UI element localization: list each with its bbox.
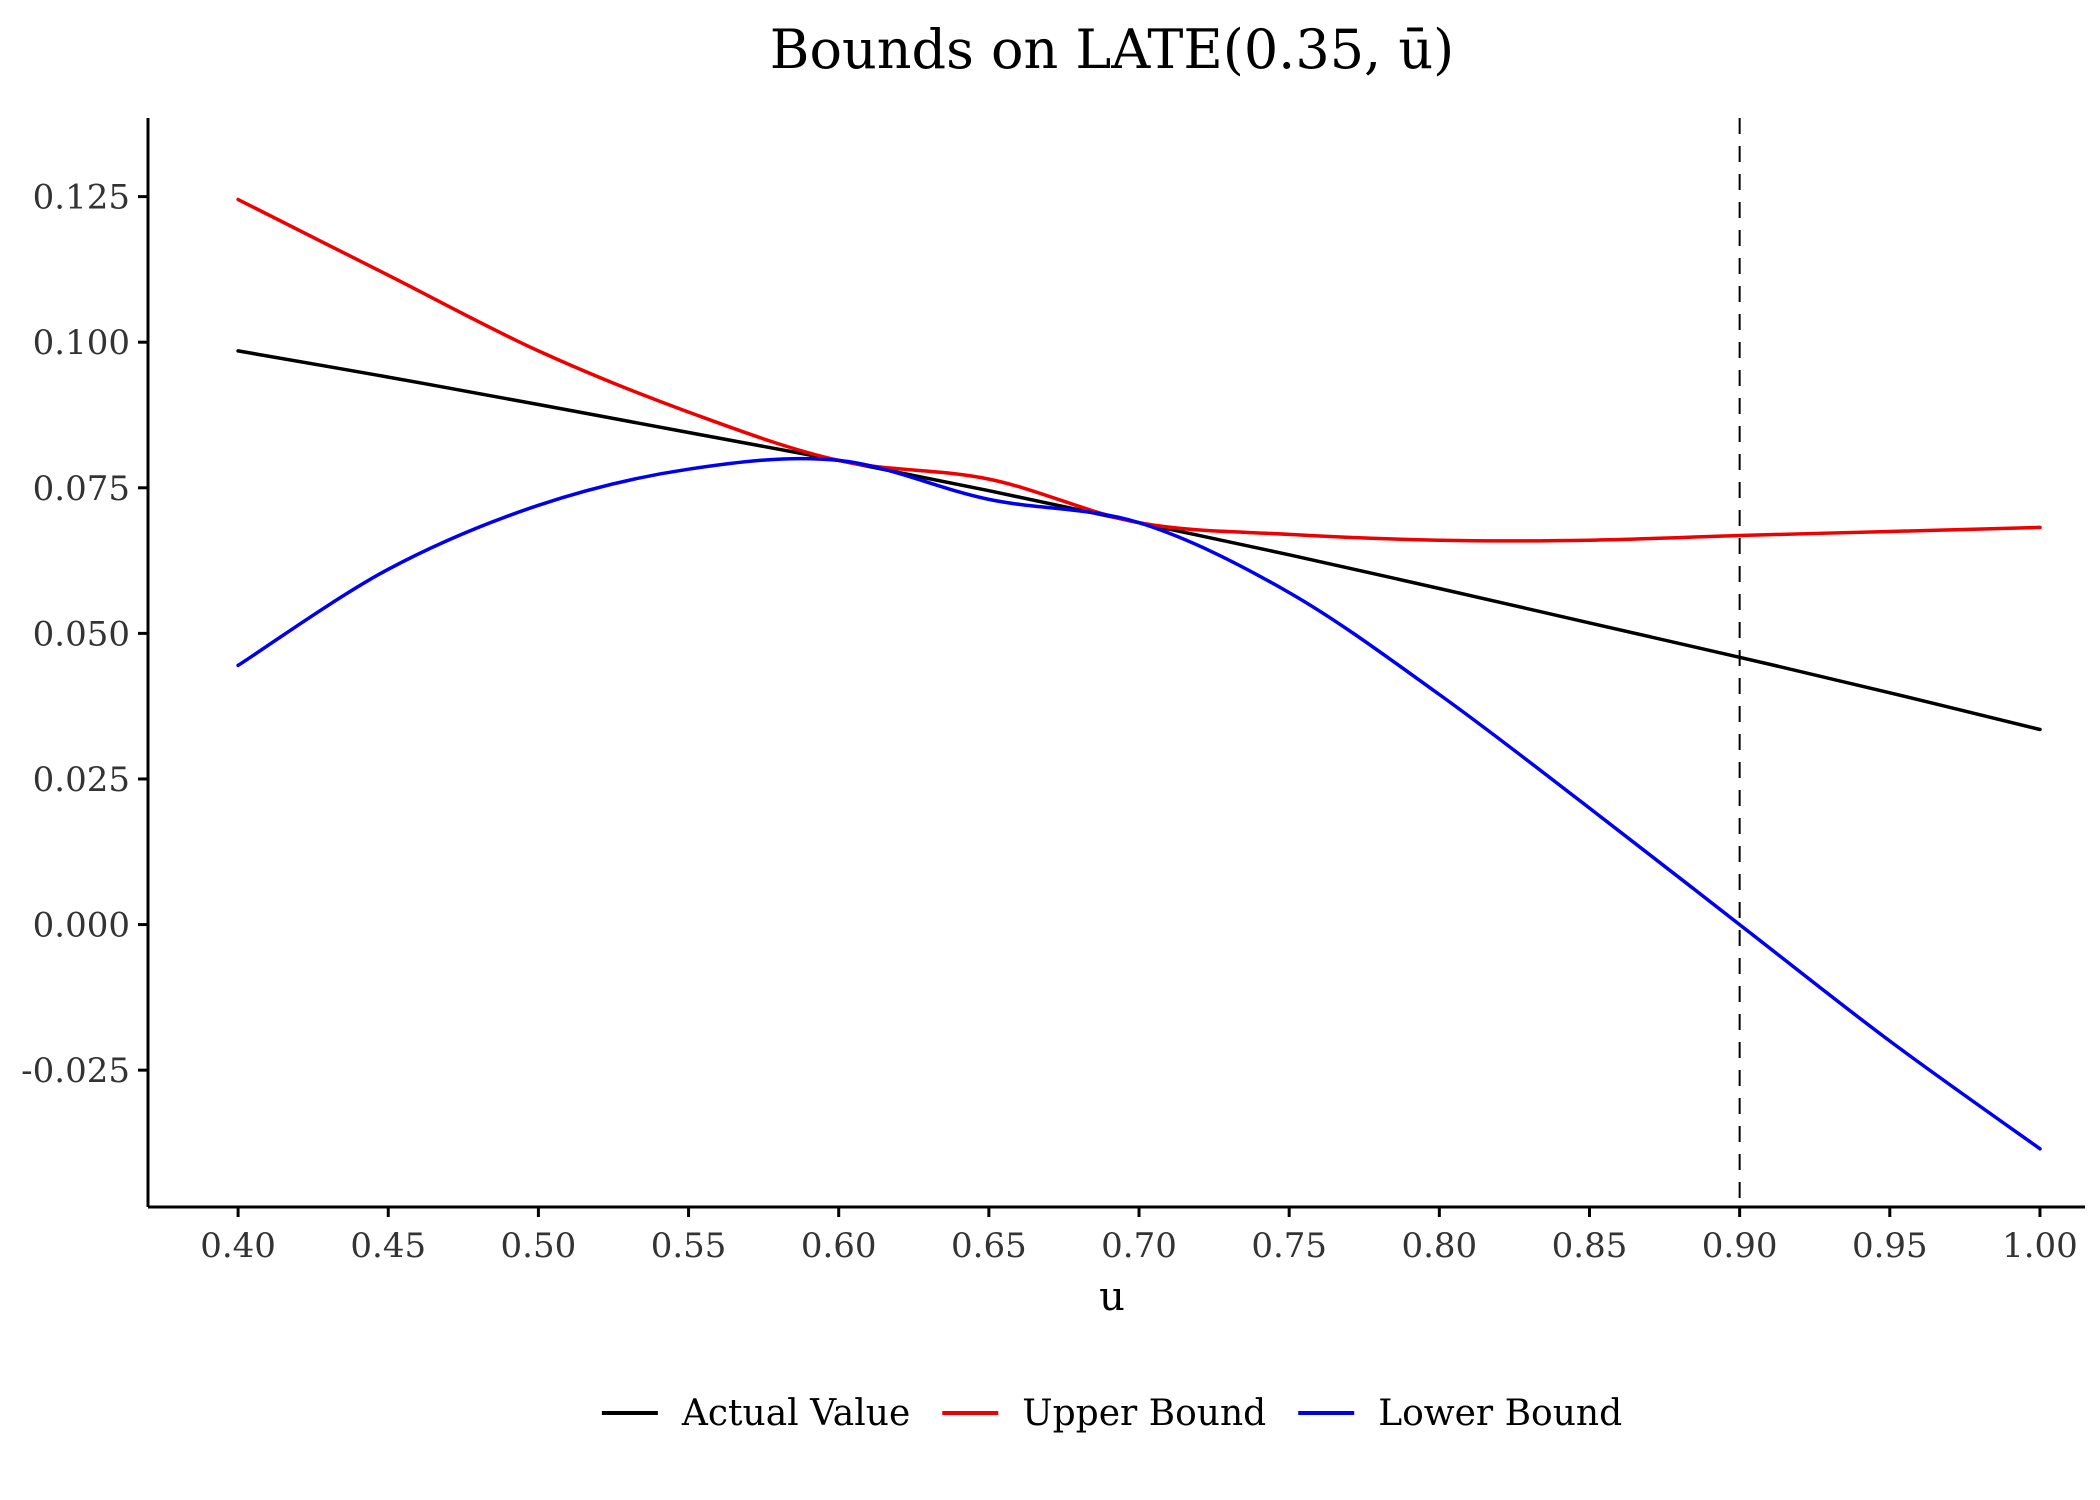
- x-tick-label: 0.65: [951, 1226, 1027, 1266]
- series-lines: [236, 197, 2042, 1151]
- y-tick-label: 0.025: [33, 760, 130, 800]
- legend: Actual Value Upper Bound Lower Bound: [601, 1393, 1622, 1434]
- x-tick-label: 0.80: [1401, 1226, 1477, 1266]
- x-tick-label: 0.85: [1552, 1226, 1628, 1266]
- series-line-actual-value: [236, 349, 2042, 732]
- y-tick-label: 0.125: [33, 178, 130, 218]
- y-tick-label: -0.025: [21, 1051, 130, 1091]
- x-tick-label: 0.40: [200, 1226, 276, 1266]
- x-axis-title: u: [1099, 1274, 1125, 1320]
- x-tick-label: 0.60: [801, 1226, 877, 1266]
- y-axis-ticks: 0.125 0.100 0.075 0.050 0.025 0.000 -0.025: [21, 178, 148, 1091]
- chart-title: Bounds on LATE(0.35, ū): [770, 18, 1454, 81]
- x-tick-label: 0.50: [501, 1226, 577, 1266]
- x-tick-label: 0.70: [1101, 1226, 1177, 1266]
- series-line-upper-bound: [236, 197, 2042, 543]
- x-tick-label: 0.95: [1852, 1226, 1928, 1266]
- legend-label-actual-value: Actual Value: [681, 1393, 910, 1434]
- y-tick-label: 0.050: [33, 614, 130, 654]
- x-tick-label: 0.90: [1702, 1226, 1778, 1266]
- legend-label-lower-bound: Lower Bound: [1378, 1393, 1622, 1434]
- x-tick-label: 1.00: [2002, 1226, 2078, 1266]
- x-axis-ticks: 0.40 0.45 0.50 0.55 0.60 0.65 0.70 0.75 0.80 0.85…: [200, 1207, 2078, 1266]
- legend-label-upper-bound: Upper Bound: [1022, 1393, 1266, 1434]
- x-tick-label: 0.55: [651, 1226, 727, 1266]
- x-tick-label: 0.75: [1251, 1226, 1327, 1266]
- y-tick-label: 0.075: [33, 469, 130, 509]
- series-line-lower-bound: [236, 456, 2042, 1151]
- x-tick-label: 0.45: [350, 1226, 426, 1266]
- y-tick-label: 0.000: [33, 906, 130, 946]
- y-tick-label: 0.100: [33, 323, 130, 363]
